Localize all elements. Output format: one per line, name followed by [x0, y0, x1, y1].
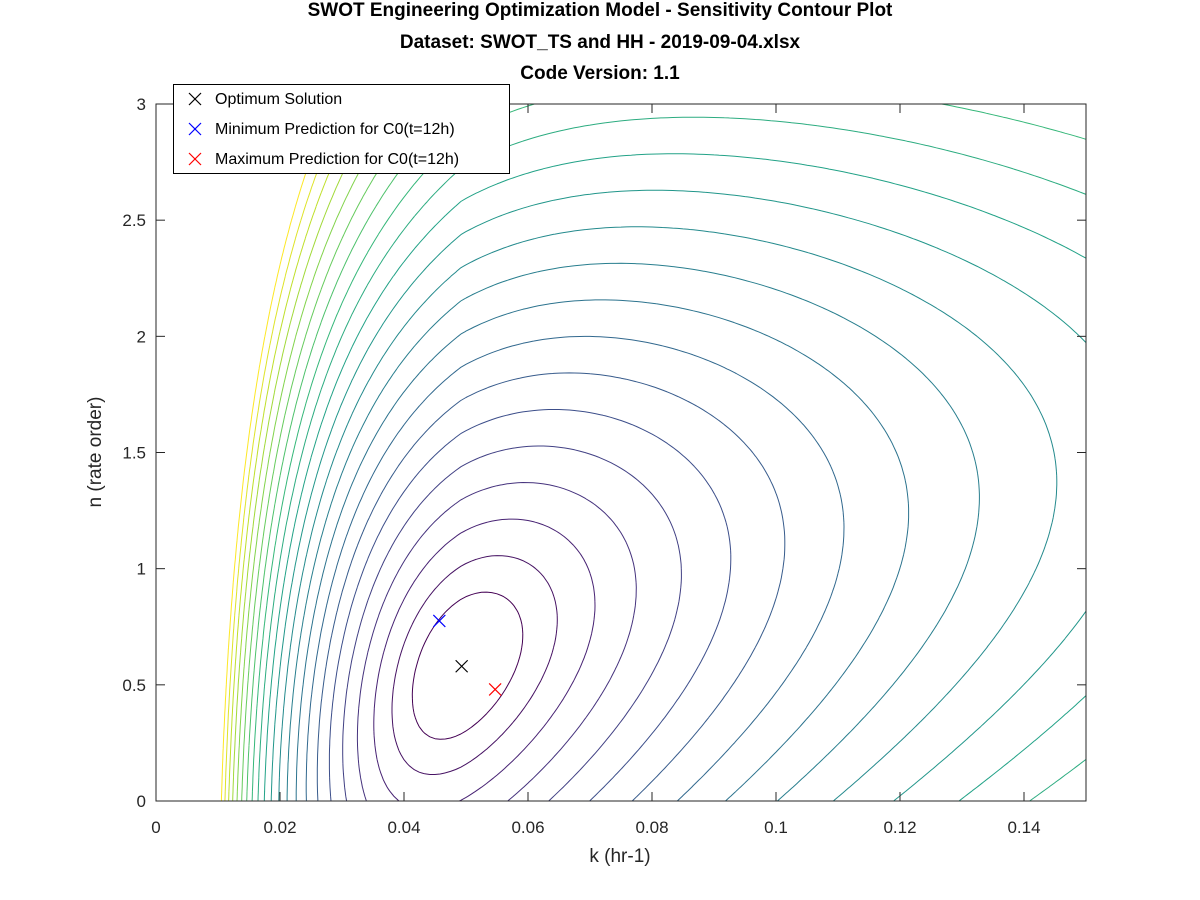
chart-title-line-2: Dataset: SWOT_TS and HH - 2019-09-04.xls… — [399, 32, 801, 53]
axes — [155, 103, 1087, 802]
contour-line — [251, 103, 1087, 802]
contour-lines — [220, 103, 1087, 802]
legend-item-optimum: Optimum Solution — [174, 89, 509, 113]
contour-line — [356, 482, 637, 802]
contour-line — [316, 372, 786, 802]
x-marker-icon — [188, 92, 202, 106]
plot-frame — [155, 103, 1087, 802]
y-tick-label: 1.5 — [122, 444, 146, 463]
legend-label: Optimum Solution — [215, 91, 343, 108]
x-axis-label: k (hr-1) — [589, 846, 650, 867]
chart-title-line-1: SWOT Engineering Optimization Model - Se… — [307, 0, 893, 21]
x-tick-label: 0.1 — [764, 818, 788, 837]
x-tick-label: 0.12 — [883, 818, 916, 837]
solution-markers — [432, 614, 502, 696]
y-tick-label: 1 — [137, 560, 146, 579]
x-tick-label: 0.08 — [635, 818, 668, 837]
contour-line — [342, 445, 682, 802]
y-tick-label: 3 — [137, 95, 146, 114]
contour-line — [328, 409, 732, 802]
y-axis-label: n (rate order) — [85, 397, 106, 508]
contour-line — [286, 262, 980, 802]
x-tick-label: 0 — [151, 818, 160, 837]
contour-line — [278, 226, 1058, 802]
legend-label: Minimum Prediction for C0(t=12h) — [215, 121, 455, 138]
contour-line — [232, 103, 381, 802]
legend-item-minimum: Minimum Prediction for C0(t=12h) — [174, 119, 509, 143]
legend-label: Maximum Prediction for C0(t=12h) — [215, 151, 460, 168]
x-tick-label: 0.14 — [1007, 818, 1040, 837]
contour-line — [411, 591, 524, 740]
y-tick-label: 0 — [137, 792, 146, 811]
contour-line — [246, 103, 460, 802]
tick-labels: 0 0.02 0.04 0.06 0.08 0.1 0.12 0.14 0 0.5 1 1.5 2 2.5… — [122, 95, 1040, 837]
contour-line — [391, 555, 558, 775]
contour-line — [270, 189, 1087, 802]
y-tick-label: 0.5 — [122, 676, 146, 695]
x-marker-icon — [188, 122, 202, 136]
y-tick-label: 2 — [137, 327, 146, 346]
legend-item-maximum: Maximum Prediction for C0(t=12h) — [174, 149, 509, 173]
contour-line — [236, 103, 403, 802]
chart-title-line-3: Code Version: 1.1 — [520, 63, 680, 84]
contour-line — [373, 518, 596, 802]
y-tick-label: 2.5 — [122, 211, 146, 230]
solution-marker-1 — [432, 614, 446, 628]
solution-marker-0 — [455, 659, 469, 673]
x-marker-icon — [188, 152, 202, 166]
x-tick-label: 0.06 — [511, 818, 544, 837]
contour-line — [295, 299, 910, 802]
contour-line — [305, 335, 845, 802]
x-tick-label: 0.04 — [387, 818, 420, 837]
solution-marker-2 — [488, 683, 502, 696]
contour-line — [257, 116, 1087, 802]
legend: Optimum Solution Minimum Prediction for … — [173, 84, 510, 174]
contour-line — [263, 153, 1087, 802]
x-tick-label: 0.02 — [263, 818, 296, 837]
